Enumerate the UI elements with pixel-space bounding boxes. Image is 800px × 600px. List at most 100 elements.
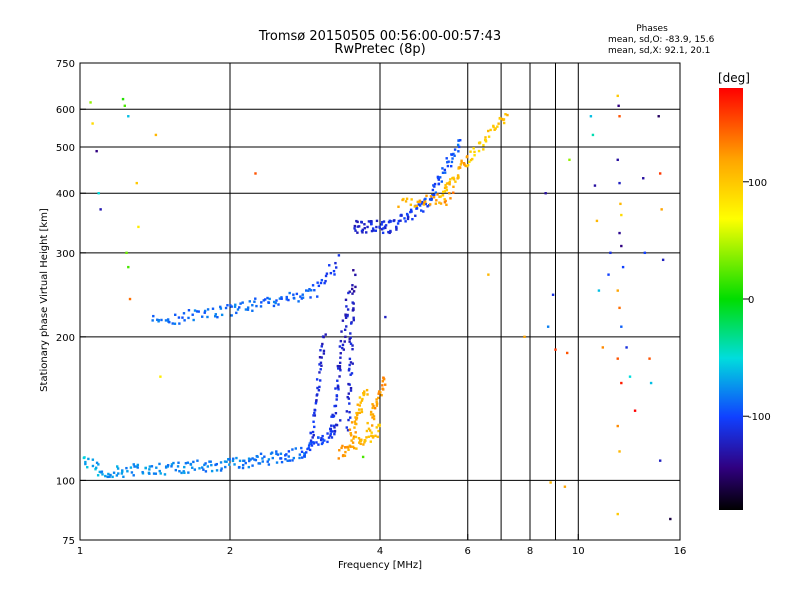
data-point (381, 221, 384, 224)
data-point (324, 274, 328, 278)
data-point (617, 104, 620, 108)
data-point (377, 392, 380, 395)
data-point (424, 202, 428, 206)
data-point (348, 428, 352, 431)
data-point (308, 448, 312, 452)
data-point (619, 202, 622, 206)
data-point (331, 430, 334, 433)
data-point (341, 444, 344, 448)
data-point (280, 460, 284, 464)
data-point (319, 361, 323, 364)
data-point (464, 164, 467, 168)
data-point (84, 462, 87, 466)
data-point (449, 164, 453, 168)
data-point (154, 133, 158, 137)
data-point (620, 381, 623, 385)
data-point (266, 296, 269, 300)
data-point (339, 352, 342, 355)
data-point (352, 316, 355, 319)
x-tick-label: 2 (227, 546, 233, 557)
data-point (166, 465, 169, 468)
data-point (361, 397, 364, 401)
y-tick-label: 75 (62, 536, 75, 547)
data-point (356, 225, 359, 228)
data-point (355, 447, 358, 450)
data-point (453, 154, 456, 157)
data-point (657, 115, 660, 118)
data-point (446, 161, 449, 164)
data-point (253, 458, 256, 461)
data-point (351, 362, 354, 365)
data-point (235, 311, 238, 315)
data-point (361, 231, 364, 234)
data-point (459, 163, 463, 166)
data-point (125, 466, 128, 470)
data-point (372, 404, 375, 408)
data-point (168, 320, 171, 324)
data-point (166, 318, 170, 321)
data-point (351, 344, 354, 347)
data-point (376, 435, 379, 439)
x-axis-ticks: 1 2 4 6 8 10 16 (77, 534, 686, 557)
data-point (220, 313, 224, 317)
data-point (336, 364, 340, 368)
data-point (410, 210, 413, 213)
data-point (496, 125, 499, 128)
data-point (661, 258, 665, 262)
data-point (457, 150, 460, 153)
data-point (370, 431, 373, 434)
data-point (354, 435, 358, 439)
colorbar (719, 88, 743, 510)
data-point (365, 429, 369, 433)
data-point (371, 403, 374, 406)
data-point (484, 139, 487, 142)
data-point (469, 150, 472, 153)
data-point (333, 273, 336, 276)
data-point (352, 446, 356, 450)
data-point (317, 284, 321, 288)
data-point (366, 225, 369, 229)
data-point (618, 231, 621, 235)
data-point (338, 375, 341, 378)
data-point (83, 456, 86, 459)
data-point (441, 167, 444, 170)
data-point (186, 461, 190, 464)
data-point (313, 409, 317, 412)
data-point (375, 219, 379, 223)
data-point (275, 452, 278, 456)
data-point (262, 299, 265, 302)
data-point (312, 433, 315, 437)
data-point (363, 441, 366, 444)
data-point (344, 298, 348, 302)
data-point (371, 227, 375, 230)
data-point (649, 381, 653, 385)
data-point (387, 220, 391, 224)
data-point (430, 198, 433, 202)
data-point (84, 460, 87, 464)
data-point (303, 452, 306, 455)
data-point (196, 459, 199, 462)
data-point (355, 416, 358, 419)
data-point (616, 357, 619, 360)
data-point (471, 157, 474, 161)
data-point (432, 184, 435, 187)
data-point (319, 379, 322, 382)
data-point (439, 195, 442, 198)
data-point (202, 468, 205, 471)
data-point (381, 384, 384, 387)
data-point (251, 464, 254, 467)
data-point (91, 122, 94, 125)
data-point (620, 244, 623, 248)
data-point (183, 319, 186, 322)
data-point (363, 391, 366, 395)
data-point (275, 461, 279, 464)
data-point (445, 188, 449, 192)
data-point (353, 224, 357, 228)
data-point (253, 300, 256, 303)
data-point (404, 220, 407, 223)
data-point (126, 470, 129, 473)
data-point (203, 311, 206, 314)
data-point (206, 315, 209, 319)
x-tick-label: 4 (377, 546, 383, 557)
data-point (316, 295, 319, 298)
